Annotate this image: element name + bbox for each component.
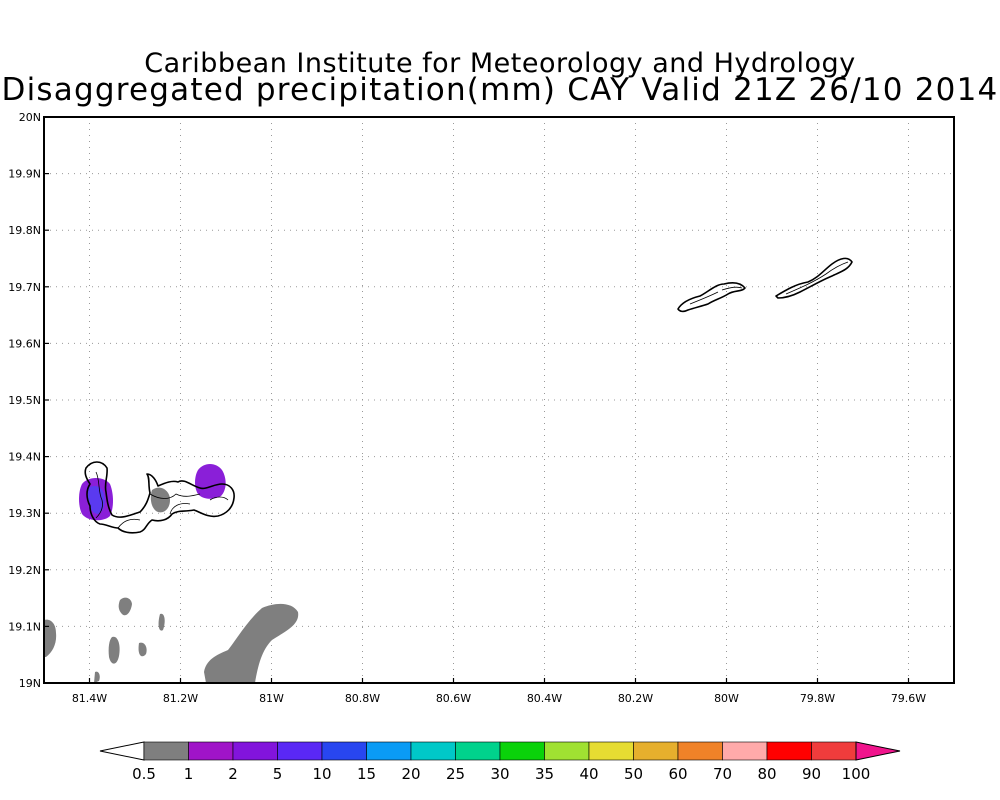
precip-area-gray <box>44 619 57 657</box>
colorbar-label: 20 <box>401 765 420 783</box>
colorbar-swatch <box>633 741 679 761</box>
lon-label: 81W <box>259 692 284 705</box>
colorbar-label: 5 <box>273 765 283 783</box>
product-title: Disaggregated precipitation(mm) CAY Vali… <box>1 72 999 108</box>
precip-area-purple <box>195 464 226 499</box>
little-cayman-inner <box>689 286 743 305</box>
colorbar-label: 1 <box>184 765 194 783</box>
institution-title: Caribbean Institute for Meteorology and … <box>144 48 856 79</box>
cayman-brac-inner <box>785 261 849 295</box>
colorbar-high-arrow <box>855 741 901 761</box>
colorbar-label: 25 <box>446 765 465 783</box>
precip-area-gray <box>204 603 299 683</box>
colorbar-label: 70 <box>713 765 732 783</box>
map-grid <box>44 117 954 683</box>
colorbar-label: 15 <box>357 765 376 783</box>
colorbar-swatch <box>588 741 634 761</box>
colorbar-swatch <box>321 741 367 761</box>
grand-cayman-inner <box>95 471 229 529</box>
precip-area-gray <box>150 487 170 513</box>
lat-label: 19N <box>19 677 41 690</box>
lon-label: 80W <box>714 692 739 705</box>
precip-area-blue <box>88 486 105 514</box>
colorbar-swatch <box>277 741 323 761</box>
colorbar-swatch <box>232 741 278 761</box>
colorbar-label: 35 <box>535 765 554 783</box>
lon-label: 80.2W <box>618 692 653 705</box>
lon-label: 80.4W <box>527 692 562 705</box>
lon-label: 79.6W <box>891 692 926 705</box>
colorbar: 0.5 1 2 5 10 15 20 25 30 35 40 50 60 70 80 90 100 <box>99 741 901 783</box>
colorbar-swatch <box>455 741 501 761</box>
cayman-brac-outline <box>775 257 853 299</box>
latitude-labels: 20N 19.9N 19.8N 19.7N 19.6N 19.5N 19.4N 19.3N 19… <box>8 111 49 690</box>
colorbar-swatch <box>766 741 812 761</box>
lat-label: 19.9N <box>8 168 41 181</box>
lat-label: 19.4N <box>8 451 41 464</box>
colorbar-swatch <box>722 741 768 761</box>
longitude-labels: 81.4W 81.2W 81W 80.8W 80.6W 80.4W 80.2W 80W 79.8… <box>72 678 926 705</box>
lon-label: 81.2W <box>163 692 198 705</box>
colorbar-swatch <box>143 741 189 761</box>
colorbar-label: 80 <box>757 765 776 783</box>
precip-area-gray <box>94 671 100 683</box>
colorbar-label: 100 <box>842 765 871 783</box>
colorbar-label: 90 <box>802 765 821 783</box>
colorbar-swatch <box>544 741 590 761</box>
colorbar-label: 10 <box>312 765 331 783</box>
colorbar-label: 0.5 <box>132 765 156 783</box>
colorbar-label: 2 <box>228 765 238 783</box>
little-cayman-outline <box>677 282 746 313</box>
colorbar-label: 40 <box>579 765 598 783</box>
islands-outline <box>84 257 853 534</box>
lat-label: 19.1N <box>8 620 41 633</box>
grand-cayman-outline <box>84 461 235 534</box>
colorbar-label: 50 <box>624 765 643 783</box>
lon-label: 80.6W <box>436 692 471 705</box>
precip-area-gray <box>158 613 165 631</box>
colorbar-label: 60 <box>668 765 687 783</box>
lon-label: 81.4W <box>72 692 107 705</box>
colorbar-swatch <box>499 741 545 761</box>
precip-area-gray <box>108 636 120 664</box>
colorbar-swatch <box>811 741 857 761</box>
lon-label: 80.8W <box>345 692 380 705</box>
lat-label: 19.5N <box>8 394 41 407</box>
lon-label: 79.8W <box>800 692 835 705</box>
lat-label: 19.3N <box>8 507 41 520</box>
lat-label: 20N <box>19 111 41 124</box>
precipitation-shading <box>44 464 299 683</box>
colorbar-label: 30 <box>490 765 509 783</box>
lat-label: 19.7N <box>8 281 41 294</box>
colorbar-swatch <box>410 741 456 761</box>
colorbar-low-arrow <box>99 741 145 761</box>
precip-area-gray <box>118 597 132 616</box>
colorbar-swatch <box>677 741 723 761</box>
precip-area-gray <box>138 642 147 657</box>
colorbar-swatch <box>366 741 412 761</box>
colorbar-swatch <box>188 741 234 761</box>
lat-label: 19.6N <box>8 337 41 350</box>
lat-label: 19.2N <box>8 564 41 577</box>
lat-label: 19.8N <box>8 224 41 237</box>
